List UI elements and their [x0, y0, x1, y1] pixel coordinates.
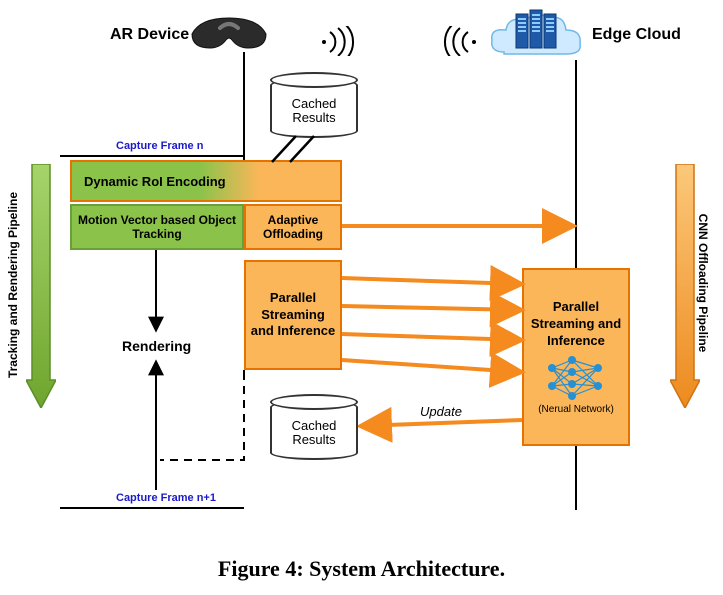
rendering-label: Rendering: [122, 338, 191, 354]
cached-results-bottom: Cached Results: [270, 400, 358, 460]
update-label: Update: [420, 404, 462, 419]
right-pipeline-label: CNN Offloading Pipeline: [696, 168, 710, 398]
cached-results-bottom-label: Cached Results: [272, 419, 356, 448]
diagram-canvas: AR Device Edge Cloud: [0, 0, 723, 595]
left-pipeline-arrow: [26, 164, 56, 408]
capture-frame-n1-label: Capture Frame n+1: [116, 492, 216, 504]
figure-caption: Figure 4: System Architecture.: [0, 556, 723, 582]
left-pipeline-label: Tracking and Rendering Pipeline: [6, 170, 20, 400]
stream-arrows: [0, 0, 723, 595]
